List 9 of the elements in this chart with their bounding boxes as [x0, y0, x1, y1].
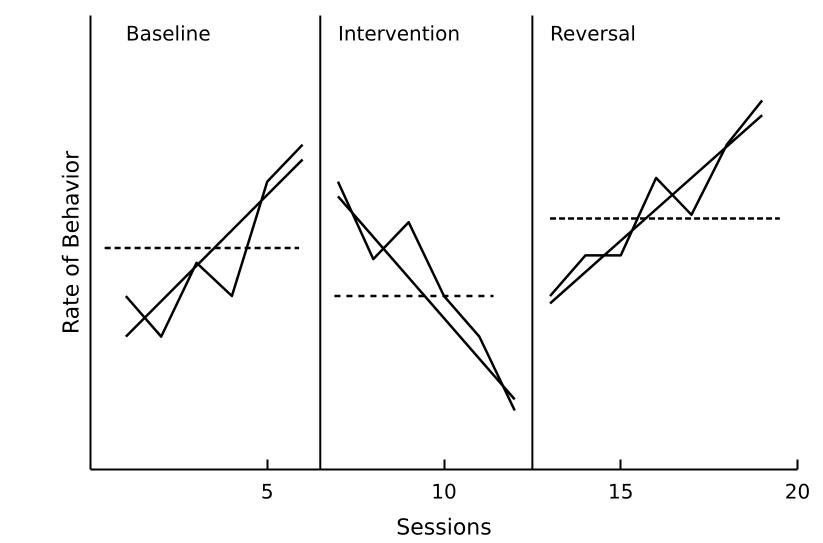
- y-axis-title: Rate of Behavior: [60, 150, 84, 334]
- x-tick-label: 10: [431, 480, 457, 504]
- x-tick-label: 15: [608, 480, 634, 504]
- text: Intervention: [338, 22, 460, 46]
- x-tick-label: 20: [784, 480, 810, 504]
- text: Reversal: [550, 22, 636, 46]
- x-tick-label: 5: [260, 480, 274, 504]
- text: Baseline: [126, 22, 211, 46]
- x-axis-title: Sessions: [396, 516, 492, 540]
